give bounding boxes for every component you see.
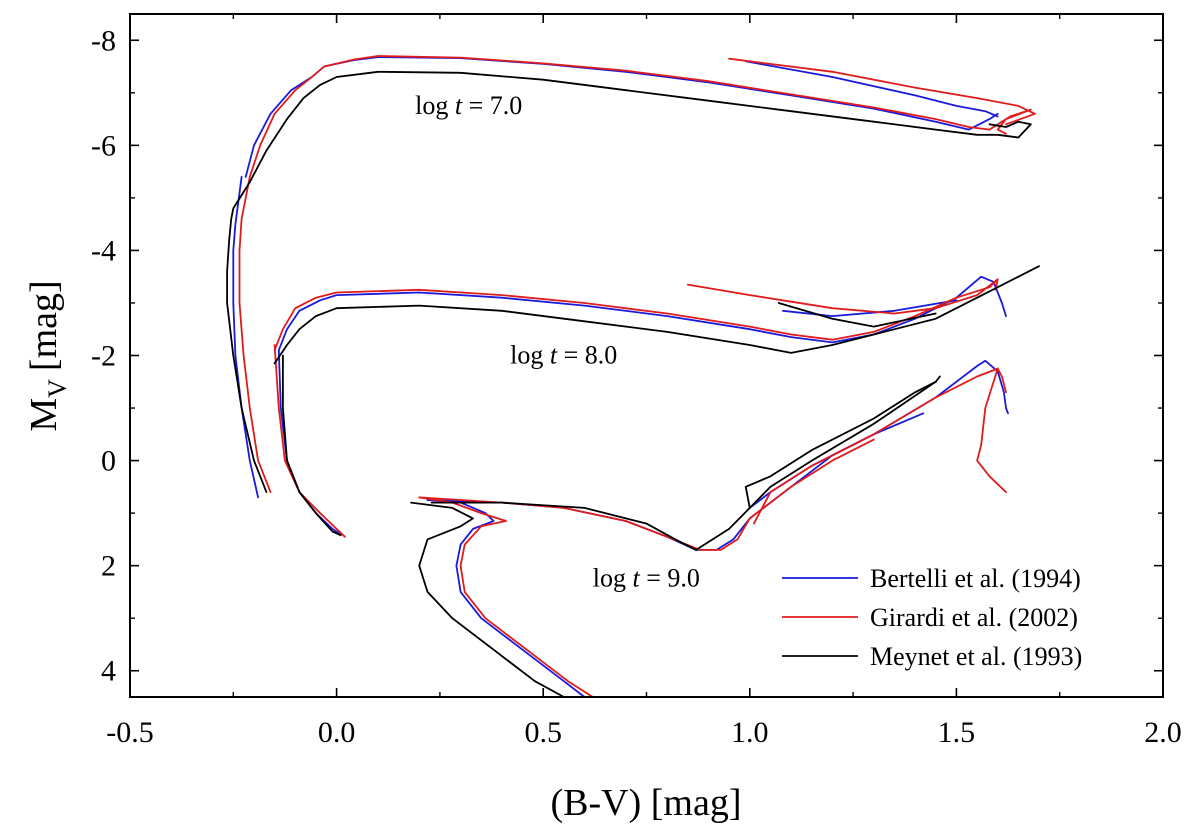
series-line [226,70,1032,493]
series-line [282,354,342,537]
series-line [232,176,259,499]
x-tick-label: 1.0 [731,716,769,749]
plot-frame [129,13,1164,698]
y-axis-title: MV [mag] [23,280,72,431]
isochrone-label-var: t [633,564,641,593]
y-tick-label: 2 [101,550,116,583]
legend-label: Bertelli et al. (1994) [870,564,1081,593]
y-tick-label: 0 [101,445,116,478]
series-layer [226,55,1040,698]
y-axis-title-unit: [mag] [23,280,65,371]
legend-label: Girardi et al. (2002) [870,603,1078,632]
y-tick-label: -4 [91,234,116,267]
y-axis-title-sub: V [43,379,72,398]
x-tick-label: 0.0 [318,716,356,749]
y-tick-label: -8 [91,24,116,57]
x-tick-label: -0.5 [106,716,154,749]
series-3 [226,70,1040,698]
y-tick-label: -6 [91,129,116,162]
series-line [777,302,937,328]
isochrone-label: log t = 9.0 [593,564,700,593]
series-line [728,57,1036,126]
y-tick-label: 4 [101,655,116,688]
isochrone-label-value: = 7.0 [462,91,522,120]
y-axis-title-main: M [23,398,65,432]
x-axis-title: (B-V) [mag] [551,782,742,824]
isochrone-label-var: t [455,91,463,120]
isochrone-label-value: = 8.0 [557,340,617,369]
isochrone-label-prefix: log [593,564,633,593]
series-line [426,499,586,698]
series-line [410,501,565,698]
x-tick-label: 2.0 [1144,716,1182,749]
series-line [430,375,941,551]
isochrone-label-prefix: log [510,340,550,369]
series-line [753,367,1007,525]
series-line [273,278,999,352]
series-line [277,275,1007,352]
isochrone-label-prefix: log [415,91,455,120]
x-tick-label: 1.5 [938,716,976,749]
legend-label: Meynet et al. (1993) [870,642,1082,671]
series-line [744,380,937,509]
series-line [273,265,1040,365]
isochrone-label-value: = 9.0 [640,564,700,593]
series-line [976,367,1007,493]
ticks-layer: -0.5 0.0 0.5 1.0 1.5 2.0 -8 -6 -4 -2 0 2 4 [91,14,1182,749]
isochrone-label: log t = 7.0 [415,91,522,120]
legend: Bertelli et al. (1994) Girardi et al. (20… [782,564,1082,671]
x-tick-label: 0.5 [524,716,562,749]
y-tick-label: -2 [91,340,116,373]
series-line [418,438,875,551]
isochrone-label: log t = 8.0 [510,340,617,369]
series-line [782,299,958,317]
isochrone-label-var: t [550,340,558,369]
series-line [418,496,594,698]
series-line [744,60,999,118]
series-line [686,278,999,315]
